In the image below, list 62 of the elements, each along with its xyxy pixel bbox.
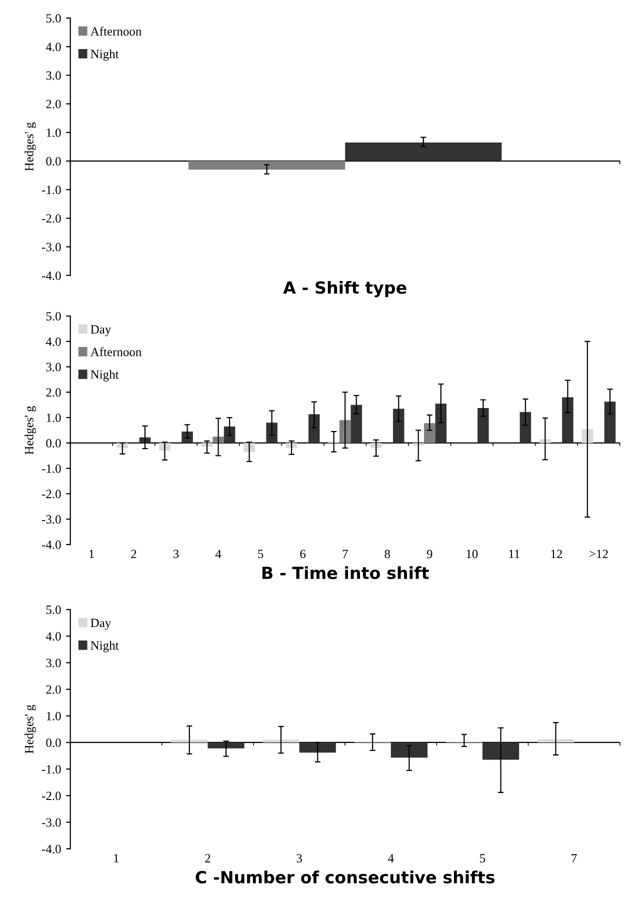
legend-label: Day [90,618,112,630]
y-tick-label: 3.0 [46,71,61,80]
y-tick-label: 1.0 [46,414,61,422]
y-axis-title: Hedges' g [24,704,36,754]
x-axis-title: A - Shift type [283,280,406,298]
y-tick-label: -4.0 [42,540,61,550]
y-tick-label: -3.0 [42,242,61,252]
y-axis-title: Hedges' g [24,406,36,454]
x-tick-label: >12 [590,550,608,558]
legend-label: Day [90,325,112,336]
x-tick-label: 7 [342,550,348,558]
x-tick-label: 6 [300,550,306,558]
legend-label: Afternoon [90,26,142,36]
y-tick-label: 0.0 [46,738,61,747]
y-axis-title: Hedges' g [24,122,36,171]
y-tick-label: -1.0 [42,186,61,194]
x-tick-label: 1 [89,550,94,558]
x-tick-label: 7 [572,854,577,862]
x-tick-label: 5 [480,854,486,862]
x-tick-label: 3 [173,550,179,558]
x-tick-label: 8 [384,550,390,558]
x-tick-label: 9 [426,550,432,558]
y-tick-label: 5.0 [46,606,61,614]
x-tick-label: 11 [509,550,520,558]
y-tick-label: -2.0 [42,214,61,223]
y-tick-label: 1.0 [46,712,61,720]
legend-label: Night [90,640,119,652]
x-tick-label: 5 [258,550,264,558]
y-tick-label: -4.0 [42,271,61,280]
x-tick-label: 10 [466,550,478,558]
x-tick-label: 2 [131,550,136,558]
x-tick-label: 2 [205,854,210,862]
legend-label: Night [90,370,119,382]
x-axis-title: B - Time into shift [262,566,429,580]
y-tick-label: 5.0 [46,312,61,321]
x-tick-label: 1 [114,854,119,862]
y-tick-label: 4.0 [46,42,61,52]
y-tick-label: -1.0 [42,464,61,473]
y-tick-label: -2.0 [42,792,61,800]
y-tick-label: 3.0 [46,658,61,668]
y-tick-label: -3.0 [42,818,61,827]
y-tick-label: -4.0 [42,844,61,854]
legend-label: Afternoon [90,347,142,356]
legend-label: Night [90,49,119,61]
y-tick-label: 1.0 [46,128,61,137]
x-tick-label: 12 [551,550,562,558]
x-tick-label: 4 [388,854,394,862]
y-tick-label: 4.0 [46,337,61,346]
y-tick-label: 3.0 [46,362,61,372]
x-tick-label: 4 [215,550,222,558]
y-tick-label: 0.0 [46,438,61,448]
y-tick-label: -3.0 [42,515,61,524]
y-tick-label: -1.0 [42,765,61,774]
y-tick-label: 2.0 [46,100,61,108]
y-tick-label: 5.0 [46,14,61,23]
x-axis-title: C -Number of consecutive shifts [196,870,494,884]
y-tick-label: 2.0 [46,685,61,694]
y-tick-label: -2.0 [42,490,61,498]
y-tick-label: 0.0 [46,157,61,166]
y-tick-label: 4.0 [46,632,61,641]
x-tick-label: 3 [296,854,302,862]
y-tick-label: 2.0 [46,388,61,397]
